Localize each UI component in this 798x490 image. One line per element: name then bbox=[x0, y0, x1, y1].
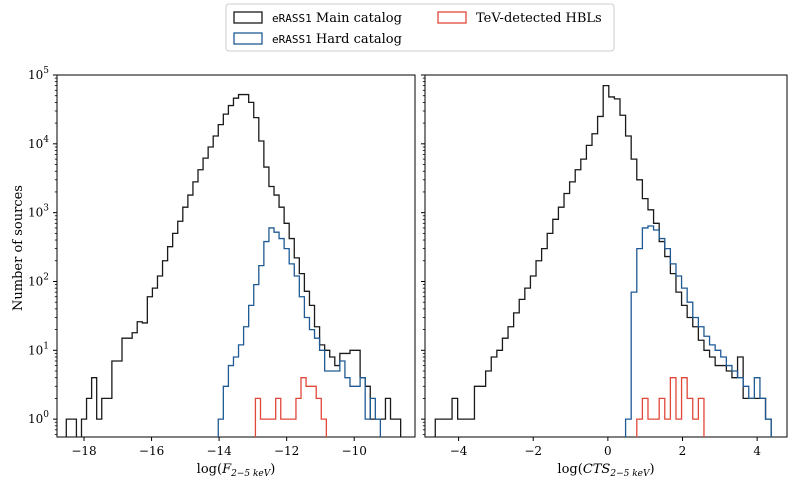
legend-label-main: eRASS1 Main catalog bbox=[272, 11, 402, 26]
legend-label-hard: eRASS1 Hard catalog bbox=[272, 32, 402, 47]
histogram-tev-detected-hbls bbox=[636, 377, 705, 437]
x-tick-label: 4 bbox=[753, 444, 761, 458]
histogram-erass1-main-catalog bbox=[434, 85, 772, 437]
y-tick-label: 100 bbox=[28, 410, 49, 426]
y-tick-base: 10 bbox=[28, 137, 43, 151]
x-label-close: ) bbox=[649, 462, 654, 477]
histogram-erass1-hard-catalog bbox=[217, 227, 382, 437]
histogram-tev-detected-hbls bbox=[254, 377, 327, 437]
x-axis-label: log(CTS2−5 keV) bbox=[557, 462, 654, 479]
legend-main-rest: Main catalog bbox=[312, 11, 402, 26]
x-tick-label: −10 bbox=[342, 444, 367, 458]
y-tick-label: 104 bbox=[28, 135, 49, 151]
y-tick-label: 103 bbox=[28, 204, 49, 220]
legend-hard-rest: Hard catalog bbox=[312, 32, 402, 47]
y-tick-exp: 1 bbox=[43, 341, 49, 351]
x-tick-label: −14 bbox=[206, 444, 232, 458]
y-tick-base: 10 bbox=[28, 343, 43, 357]
y-tick-label: 101 bbox=[28, 341, 49, 357]
left-panel: −18 −16 −14 −12 −10100101102103104105log(F2−… bbox=[28, 66, 416, 479]
y-tick-exp: 4 bbox=[43, 135, 49, 145]
y-tick-base: 10 bbox=[28, 274, 43, 288]
x-label-main: log( bbox=[197, 462, 222, 477]
x-tick-label: −18 bbox=[71, 444, 96, 458]
y-tick-base: 10 bbox=[28, 206, 43, 220]
x-tick-label: −4 bbox=[450, 444, 468, 458]
legend: eRASS1 Main catalog eRASS1 Hard catalog … bbox=[225, 3, 615, 52]
x-label-main: log( bbox=[557, 462, 582, 477]
y-tick-exp: 2 bbox=[43, 272, 49, 282]
x-tick-label: −16 bbox=[139, 444, 164, 458]
y-axis-label: Number of sources bbox=[11, 185, 26, 311]
y-tick-exp: 0 bbox=[43, 410, 49, 420]
y-tick-label: 102 bbox=[28, 272, 49, 288]
x-tick-label: −12 bbox=[274, 444, 299, 458]
x-label-var: CTS bbox=[583, 462, 611, 477]
x-tick-label: 2 bbox=[679, 444, 687, 458]
x-label-var: F bbox=[221, 462, 232, 477]
legend-box bbox=[225, 3, 615, 52]
plot-frame bbox=[424, 74, 788, 438]
legend-label-tev: TeV-detected HBLs bbox=[476, 11, 602, 26]
y-tick-base: 10 bbox=[28, 412, 43, 426]
legend-hard-mono: eRASS1 bbox=[272, 33, 312, 46]
legend-swatch-tev bbox=[437, 11, 467, 24]
x-tick-label: −2 bbox=[524, 444, 542, 458]
x-label-sub: 2−5 keV bbox=[230, 469, 272, 479]
x-tick-label: 0 bbox=[604, 444, 612, 458]
right-panel: −4 −2 0 2 4 log(CTS2−5 keV) bbox=[421, 74, 788, 479]
legend-swatch-main bbox=[233, 11, 263, 24]
y-tick-base: 10 bbox=[28, 68, 43, 82]
legend-swatch-hard bbox=[233, 32, 263, 45]
x-label-close: ) bbox=[270, 462, 275, 477]
histogram-erass1-hard-catalog bbox=[624, 225, 772, 437]
plot-frame bbox=[56, 74, 416, 438]
legend-main-mono: eRASS1 bbox=[272, 12, 312, 25]
x-axis-label: log(F2−5 keV) bbox=[197, 462, 276, 479]
y-tick-exp: 5 bbox=[43, 66, 49, 76]
x-label-sub: 2−5 keV bbox=[609, 469, 651, 479]
y-tick-exp: 3 bbox=[43, 204, 49, 214]
y-tick-label: 105 bbox=[28, 66, 49, 82]
